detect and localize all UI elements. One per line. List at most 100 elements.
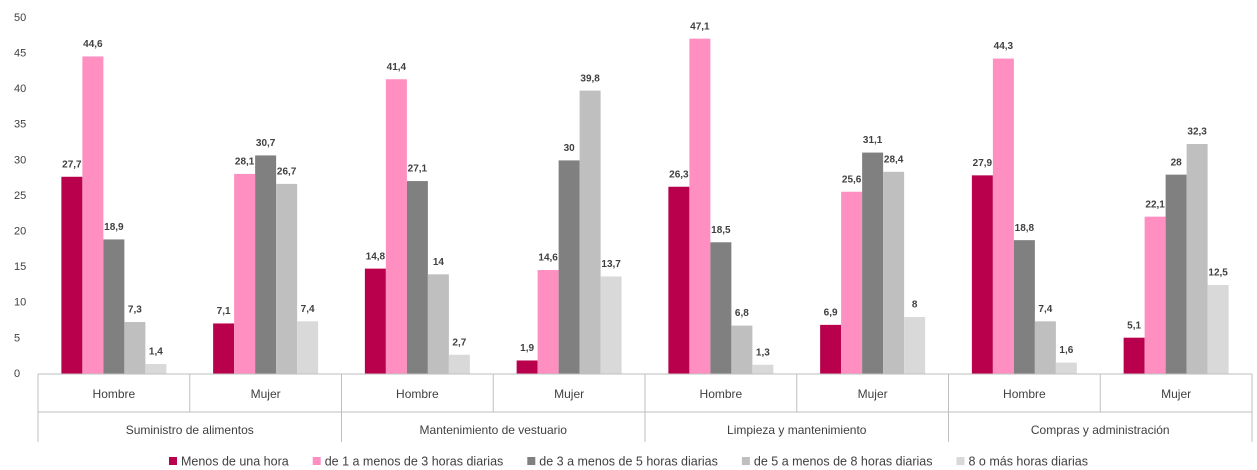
- bar: [992, 58, 1014, 375]
- y-tick-label: 20: [14, 226, 26, 238]
- value-label: 27,9: [973, 158, 993, 169]
- value-label: 44,6: [83, 39, 103, 50]
- value-label: 22,1: [1145, 199, 1165, 210]
- legend-swatch: [168, 457, 177, 465]
- value-label: 39,8: [580, 73, 600, 84]
- value-label: 28: [1171, 157, 1183, 168]
- value-label: 13,7: [601, 259, 621, 270]
- bar: [1034, 321, 1056, 374]
- x-tick-label: Mujer: [1161, 387, 1191, 401]
- value-label: 14: [433, 257, 445, 268]
- legend-label: de 3 a menos de 5 horas diarias: [539, 454, 718, 468]
- bar: [1055, 362, 1077, 374]
- legend-label: de 5 a menos de 8 horas diarias: [754, 454, 933, 468]
- value-label: 27,7: [62, 159, 82, 170]
- bar: [213, 323, 235, 374]
- y-tick-label: 30: [14, 154, 26, 166]
- value-label: 28,1: [235, 157, 255, 168]
- value-label: 18,8: [1015, 223, 1035, 234]
- value-label: 1,6: [1059, 345, 1073, 356]
- value-label: 30: [564, 143, 576, 154]
- x-tick-label: Mujer: [554, 387, 584, 401]
- y-tick-label: 15: [14, 261, 26, 273]
- value-label: 14,8: [366, 251, 386, 262]
- legend-swatch: [956, 457, 965, 465]
- bar: [145, 364, 167, 374]
- y-tick-label: 25: [14, 190, 26, 202]
- x-tick-label: Hombre: [93, 387, 136, 401]
- value-label: 1,4: [149, 347, 163, 358]
- value-label: 18,9: [104, 222, 124, 233]
- bar: [600, 276, 622, 374]
- bar: [558, 160, 580, 374]
- bar: [427, 274, 449, 374]
- value-label: 47,1: [690, 21, 710, 32]
- legend-label: 8 o más horas diarias: [968, 454, 1088, 468]
- bar: [1123, 337, 1145, 374]
- y-tick-label: 35: [14, 119, 26, 131]
- y-tick-label: 40: [14, 83, 26, 95]
- value-label: 41,4: [387, 62, 407, 73]
- legend-label: de 1 a menos de 3 horas diarias: [325, 454, 504, 468]
- bar: [234, 173, 256, 374]
- value-label: 44,3: [994, 41, 1014, 52]
- bar: [103, 239, 125, 374]
- y-tick-label: 10: [14, 297, 26, 309]
- bar: [297, 321, 319, 374]
- x-tick-label: Mujer: [858, 387, 888, 401]
- value-label: 31,1: [863, 135, 883, 146]
- value-label: 8: [912, 300, 918, 311]
- bar: [82, 56, 104, 374]
- group-label: Suministro de alimentos: [126, 423, 254, 437]
- legend-swatch: [741, 457, 750, 465]
- value-label: 14,6: [538, 253, 558, 264]
- value-label: 2,7: [452, 337, 466, 348]
- legend-label: Menos de una hora: [181, 454, 289, 468]
- bar: [124, 322, 146, 374]
- bar: [537, 270, 559, 374]
- x-tick-label: Mujer: [251, 387, 281, 401]
- bar: [668, 186, 690, 374]
- bar: [448, 354, 470, 374]
- value-label: 26,7: [277, 167, 297, 178]
- group-label: Mantenimiento de vestuario: [420, 423, 568, 437]
- legend-swatch: [312, 457, 321, 465]
- x-tick-label: Hombre: [700, 387, 743, 401]
- bar: [255, 155, 277, 374]
- bar: [841, 191, 863, 374]
- bar: [731, 325, 753, 374]
- bar: [710, 242, 732, 374]
- value-label: 25,6: [842, 174, 862, 185]
- value-label: 7,1: [217, 306, 231, 317]
- x-tick-label: Hombre: [1003, 387, 1046, 401]
- bar: [579, 90, 601, 375]
- bar: [752, 364, 774, 374]
- bar: [820, 324, 842, 374]
- y-tick-label: 0: [14, 368, 20, 380]
- bar: [385, 79, 407, 375]
- value-label: 18,5: [711, 225, 731, 236]
- bar: [406, 181, 428, 374]
- x-tick-label: Hombre: [396, 387, 439, 401]
- bar: [971, 175, 993, 374]
- value-label: 27,1: [408, 164, 428, 175]
- bar: [689, 38, 711, 374]
- y-tick-label: 45: [14, 48, 26, 60]
- value-label: 12,5: [1208, 268, 1228, 279]
- bar: [1165, 174, 1187, 374]
- value-label: 26,3: [669, 169, 689, 180]
- bar: [276, 183, 298, 374]
- bar: [862, 152, 884, 374]
- value-label: 1,3: [756, 347, 770, 358]
- group-label: Compras y administración: [1031, 423, 1170, 437]
- value-label: 28,4: [884, 154, 904, 165]
- bar: [61, 176, 83, 374]
- value-label: 7,3: [128, 305, 142, 316]
- bar: [1013, 240, 1035, 374]
- value-label: 32,3: [1187, 127, 1207, 138]
- bar: [516, 360, 538, 374]
- bar: [883, 171, 905, 374]
- bar: [1207, 285, 1229, 374]
- bar: [904, 317, 926, 374]
